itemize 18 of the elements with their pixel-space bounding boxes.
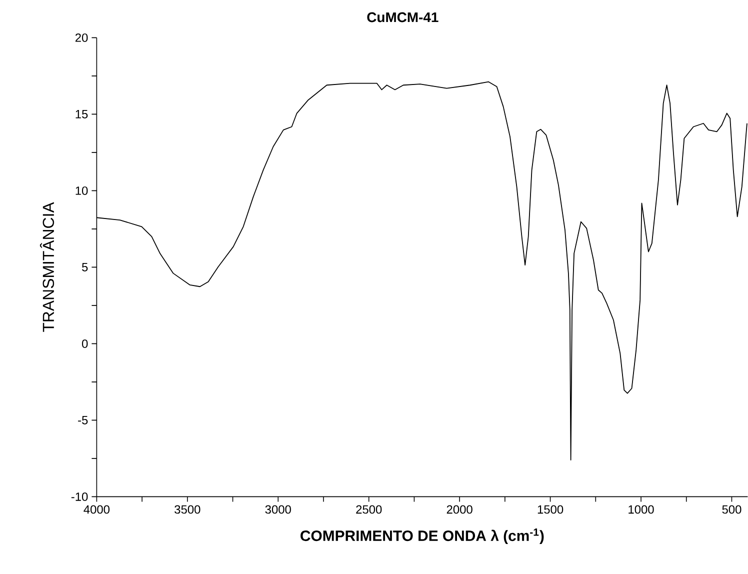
x-tick-label: 3500 <box>174 505 200 514</box>
x-axis-title: COMPRIMENTO DE ONDA λ (cm$^{-1}$) <box>300 528 544 544</box>
chart-title: CuMCM-41 <box>367 12 438 22</box>
x-tick-label: 3000 <box>265 505 291 514</box>
y-tick-label: -10 <box>71 492 88 501</box>
y-tick-label: 15 <box>76 110 88 118</box>
y-tick-label: 0 <box>82 339 88 348</box>
y-tick-label: 20 <box>75 33 88 42</box>
x-tick-label: 500 <box>722 505 742 514</box>
x-tick-label: 2500 <box>356 505 382 514</box>
y-tick-label: 5 <box>82 263 88 272</box>
x-tick-label: 4000 <box>84 505 110 514</box>
x-tick-label: 1500 <box>538 505 564 514</box>
y-tick-label: -5 <box>78 416 88 424</box>
x-tick-label: 1000 <box>628 505 654 514</box>
x-tick-label: 2000 <box>446 505 472 514</box>
y-tick-label: 10 <box>76 186 88 195</box>
y-axis-title: TRANSMITÂNCIA <box>40 202 54 332</box>
